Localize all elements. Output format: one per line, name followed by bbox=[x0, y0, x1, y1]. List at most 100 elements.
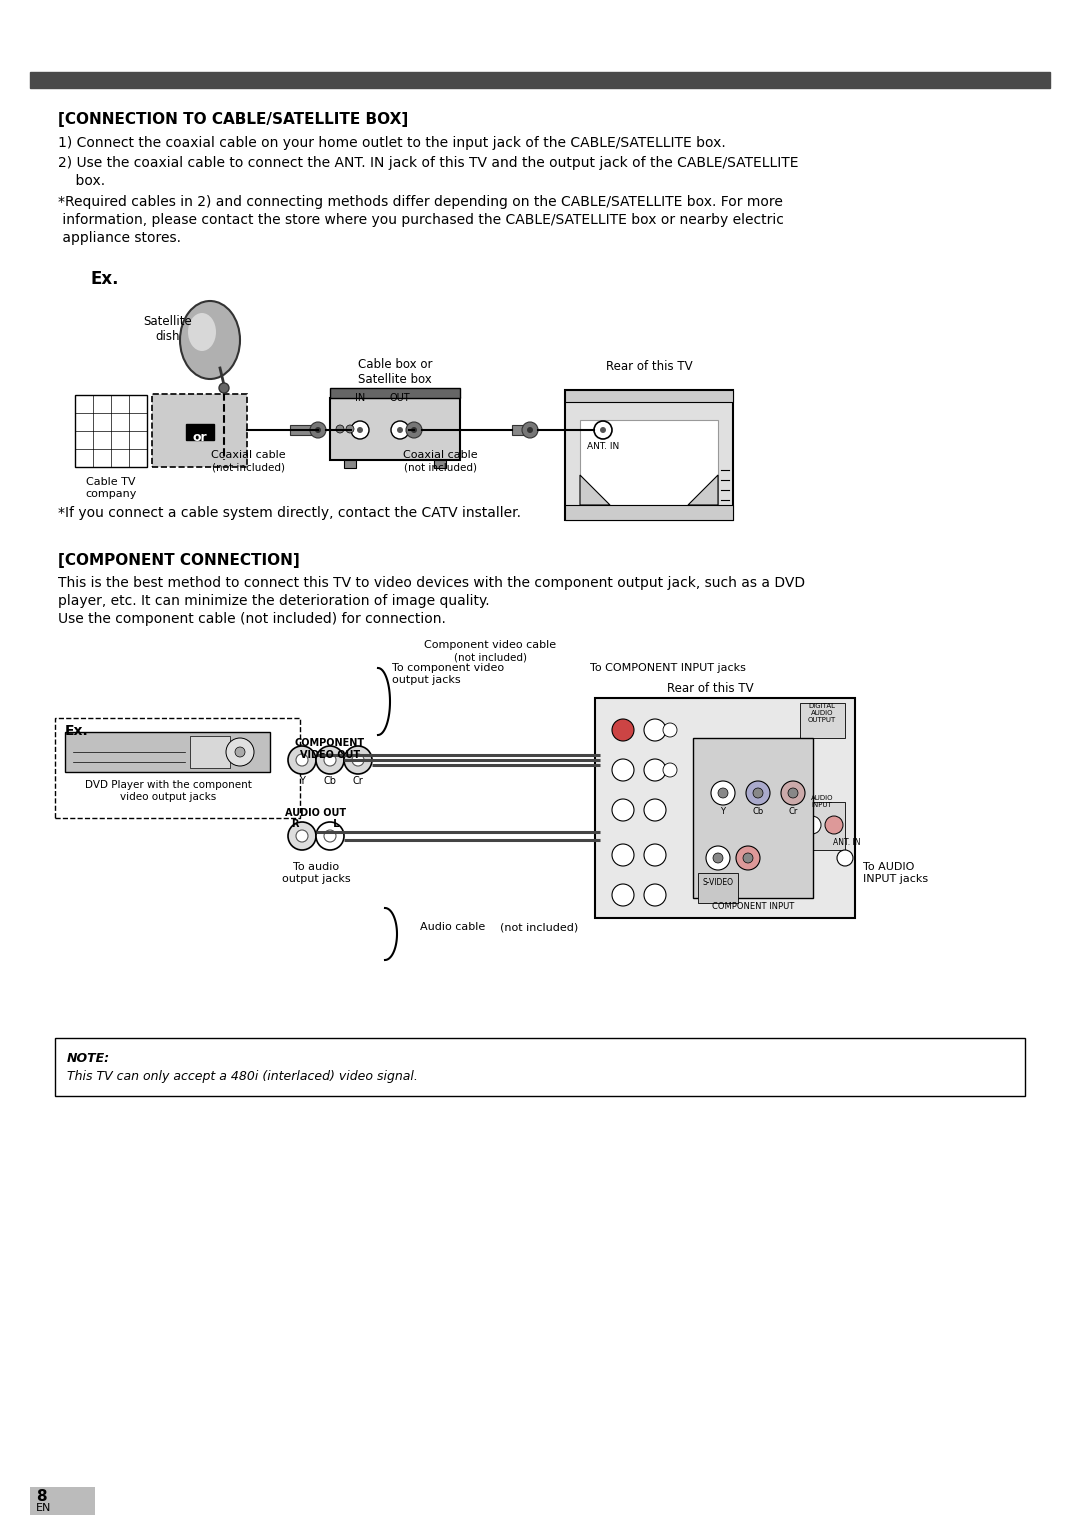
Bar bbox=[698, 873, 738, 903]
Text: ANT. IN: ANT. IN bbox=[834, 838, 861, 847]
Bar bbox=[75, 395, 147, 467]
Text: 1) Connect the coaxial cable on your home outlet to the input jack of the CABLE/: 1) Connect the coaxial cable on your hom… bbox=[58, 136, 726, 150]
Text: OUT: OUT bbox=[390, 394, 410, 403]
Circle shape bbox=[825, 816, 843, 835]
Circle shape bbox=[324, 830, 336, 842]
Circle shape bbox=[357, 427, 363, 433]
Text: [CONNECTION TO CABLE/SATELLITE BOX]: [CONNECTION TO CABLE/SATELLITE BOX] bbox=[58, 111, 408, 127]
Circle shape bbox=[226, 739, 254, 766]
Circle shape bbox=[788, 787, 798, 798]
Circle shape bbox=[663, 723, 677, 737]
Bar bbox=[330, 398, 460, 459]
Circle shape bbox=[296, 754, 308, 766]
Circle shape bbox=[288, 746, 316, 774]
Circle shape bbox=[352, 754, 364, 766]
Circle shape bbox=[310, 423, 326, 438]
Circle shape bbox=[235, 748, 245, 757]
Polygon shape bbox=[580, 475, 610, 505]
Circle shape bbox=[345, 746, 372, 774]
Text: S-VIDEO: S-VIDEO bbox=[702, 877, 733, 887]
Circle shape bbox=[346, 426, 354, 433]
Circle shape bbox=[644, 758, 666, 781]
Circle shape bbox=[406, 423, 422, 438]
Bar bbox=[190, 736, 230, 768]
FancyBboxPatch shape bbox=[186, 424, 214, 439]
Circle shape bbox=[336, 426, 345, 433]
Text: This TV can only accept a 480i (interlaced) video signal.: This TV can only accept a 480i (interlac… bbox=[67, 1070, 418, 1083]
Text: (not included): (not included) bbox=[454, 652, 527, 662]
Text: *If you connect a cable system directly, contact the CATV installer.: *If you connect a cable system directly,… bbox=[58, 507, 521, 520]
Text: or: or bbox=[192, 430, 207, 444]
Text: DVD Player with the component
video output jacks: DVD Player with the component video outp… bbox=[84, 780, 252, 801]
Text: ANT. IN: ANT. IN bbox=[586, 443, 619, 452]
Bar bbox=[565, 505, 733, 520]
Circle shape bbox=[219, 383, 229, 394]
Text: COMPONENT INPUT: COMPONENT INPUT bbox=[712, 902, 794, 911]
Text: 8: 8 bbox=[36, 1489, 46, 1505]
Bar bbox=[55, 1038, 1025, 1096]
Text: Ex.: Ex. bbox=[65, 723, 89, 739]
Text: DIGITAL
AUDIO
OUTPUT: DIGITAL AUDIO OUTPUT bbox=[808, 703, 836, 723]
Circle shape bbox=[612, 800, 634, 821]
Circle shape bbox=[644, 844, 666, 865]
Text: To COMPONENT INPUT jacks: To COMPONENT INPUT jacks bbox=[590, 662, 746, 673]
Text: COMPONENT
VIDEO OUT: COMPONENT VIDEO OUT bbox=[295, 739, 365, 760]
Text: [COMPONENT CONNECTION]: [COMPONENT CONNECTION] bbox=[58, 552, 300, 568]
Text: AUDIO
INPUT: AUDIO INPUT bbox=[811, 795, 834, 807]
Circle shape bbox=[397, 427, 403, 433]
Text: NOTE:: NOTE: bbox=[67, 1051, 110, 1065]
Bar bbox=[55, 719, 300, 818]
Text: Rear of this TV: Rear of this TV bbox=[606, 360, 692, 372]
Text: appliance stores.: appliance stores. bbox=[58, 230, 181, 246]
Text: 2) Use the coaxial cable to connect the ANT. IN jack of this TV and the output j: 2) Use the coaxial cable to connect the … bbox=[58, 156, 798, 169]
Circle shape bbox=[713, 853, 723, 864]
Circle shape bbox=[612, 844, 634, 865]
Circle shape bbox=[735, 845, 760, 870]
Text: Rear of this TV: Rear of this TV bbox=[666, 682, 754, 694]
Bar bbox=[800, 703, 845, 739]
Text: Cb: Cb bbox=[324, 777, 337, 786]
Text: Y: Y bbox=[720, 807, 726, 816]
Circle shape bbox=[527, 427, 534, 433]
Circle shape bbox=[316, 823, 345, 850]
Text: Cr: Cr bbox=[788, 807, 798, 816]
Circle shape bbox=[411, 427, 417, 433]
Circle shape bbox=[612, 719, 634, 742]
Bar bbox=[345, 459, 356, 468]
Text: (not included): (not included) bbox=[212, 462, 284, 472]
Circle shape bbox=[718, 787, 728, 798]
Text: player, etc. It can minimize the deterioration of image quality.: player, etc. It can minimize the deterio… bbox=[58, 594, 489, 607]
Text: To AUDIO
INPUT jacks: To AUDIO INPUT jacks bbox=[863, 862, 928, 884]
Text: information, please contact the store where you purchased the CABLE/SATELLITE bo: information, please contact the store wh… bbox=[58, 214, 784, 227]
Bar bbox=[512, 426, 530, 435]
Text: Cb: Cb bbox=[753, 807, 764, 816]
Text: To component video: To component video bbox=[392, 662, 504, 673]
Circle shape bbox=[324, 754, 336, 766]
Text: Cr: Cr bbox=[353, 777, 363, 786]
Ellipse shape bbox=[180, 301, 240, 378]
Text: *Required cables in 2) and connecting methods differ depending on the CABLE/SATE: *Required cables in 2) and connecting me… bbox=[58, 195, 783, 209]
Bar bbox=[330, 388, 460, 398]
Text: Cable TV
company: Cable TV company bbox=[85, 478, 137, 499]
Ellipse shape bbox=[188, 313, 216, 351]
Text: Component video cable: Component video cable bbox=[424, 639, 556, 650]
Circle shape bbox=[612, 758, 634, 781]
Bar bbox=[595, 697, 855, 919]
Text: Audio cable: Audio cable bbox=[420, 922, 485, 932]
Text: Y: Y bbox=[299, 777, 305, 786]
Bar bbox=[565, 391, 733, 401]
Circle shape bbox=[837, 850, 853, 865]
Text: Use the component cable (not included) for connection.: Use the component cable (not included) f… bbox=[58, 612, 446, 626]
Circle shape bbox=[600, 427, 606, 433]
Bar bbox=[65, 732, 270, 772]
Circle shape bbox=[644, 800, 666, 821]
Circle shape bbox=[663, 763, 677, 777]
Text: This is the best method to connect this TV to video devices with the component o: This is the best method to connect this … bbox=[58, 575, 805, 591]
Text: box.: box. bbox=[58, 174, 105, 188]
Bar bbox=[565, 391, 733, 520]
Circle shape bbox=[522, 423, 538, 438]
Circle shape bbox=[743, 853, 753, 864]
Text: IN: IN bbox=[355, 394, 365, 403]
Text: (not included): (not included) bbox=[500, 922, 578, 932]
Circle shape bbox=[753, 787, 762, 798]
